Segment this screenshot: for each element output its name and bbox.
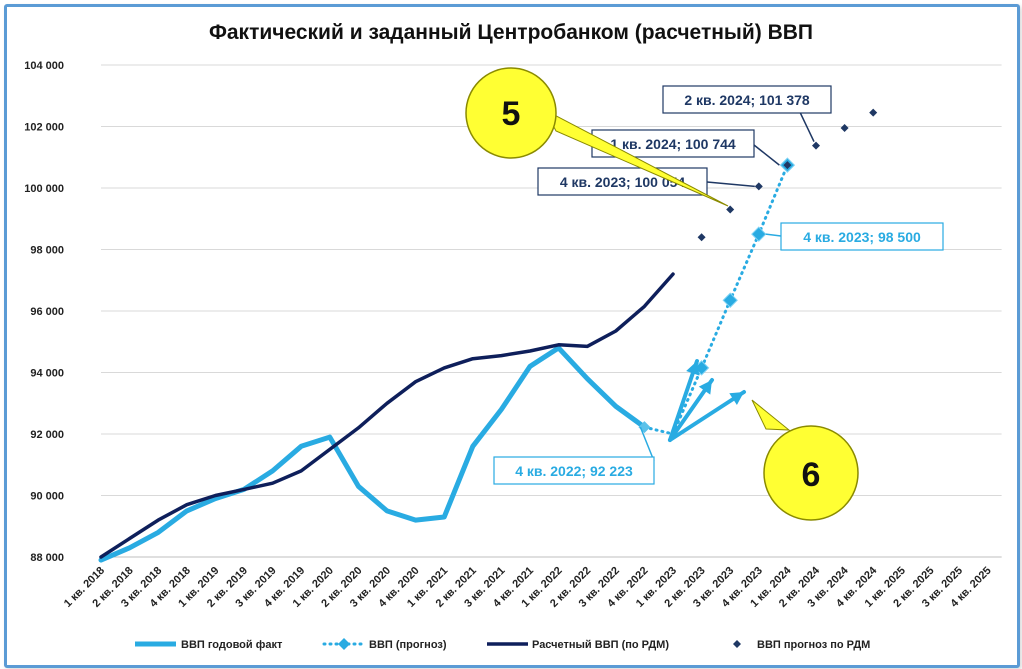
annotation-leader bbox=[753, 144, 780, 166]
annotation-box bbox=[493, 456, 655, 485]
annotation-box bbox=[662, 85, 832, 114]
annotation-leader bbox=[706, 181, 755, 188]
series-line-fact bbox=[98, 345, 647, 563]
annotation-leader bbox=[765, 233, 782, 237]
forecast-point bbox=[751, 226, 767, 242]
callout-circle-5 bbox=[465, 67, 557, 159]
rdm-forecast-point bbox=[840, 124, 849, 133]
arrow-shaft bbox=[668, 359, 699, 442]
legend-marker bbox=[733, 640, 741, 648]
annotation-label: 2 кв. 2024; 101 378 bbox=[684, 92, 810, 108]
rdm-forecast-point bbox=[726, 205, 735, 214]
chart-title: Фактический и заданный Центробанком (рас… bbox=[209, 21, 813, 44]
callout-circle-6 bbox=[763, 425, 859, 521]
annotation-label: 4 кв. 2022; 92 223 bbox=[515, 463, 633, 479]
y-tick-label: 100 000 bbox=[24, 183, 64, 195]
y-tick-label: 102 000 bbox=[24, 122, 64, 134]
annotation-leader bbox=[797, 107, 815, 142]
y-tick-label: 96 000 bbox=[30, 306, 64, 318]
y-tick-label: 104 000 bbox=[24, 60, 64, 72]
legend-label: ВВП прогноз по РДМ bbox=[757, 639, 870, 651]
rdm-forecast-point bbox=[869, 108, 878, 117]
rdm-forecast-point bbox=[812, 141, 820, 150]
legend-label: ВВП годовой факт bbox=[181, 639, 283, 651]
annotation-label: 4 кв. 2023; 98 500 bbox=[803, 229, 921, 245]
annotation-leader bbox=[639, 426, 655, 462]
series-line-rdm bbox=[99, 272, 675, 559]
legend-label: Расчетный ВВП (по РДМ) bbox=[532, 639, 669, 651]
legend-marker bbox=[338, 638, 350, 650]
callout-label-6: 6 bbox=[802, 456, 821, 494]
series-line-forecast bbox=[642, 163, 789, 436]
arrow-shaft bbox=[668, 390, 746, 442]
y-tick-label: 94 000 bbox=[30, 368, 64, 380]
legend-label: ВВП (прогноз) bbox=[369, 639, 447, 651]
y-tick-label: 88 000 bbox=[30, 552, 64, 564]
rdm-forecast-point bbox=[697, 233, 706, 242]
annotation-box bbox=[780, 222, 944, 251]
rdm-forecast-point bbox=[754, 182, 763, 191]
rdm-forecast-point bbox=[783, 161, 792, 170]
annotation-label: 4 кв. 2023; 100 054 bbox=[560, 174, 686, 190]
y-tick-label: 90 000 bbox=[30, 491, 64, 503]
callout-label-5: 5 bbox=[502, 95, 521, 133]
forecast-point bbox=[722, 292, 738, 308]
y-tick-label: 98 000 bbox=[30, 245, 64, 257]
callout-pointer bbox=[751, 399, 791, 431]
y-tick-label: 92 000 bbox=[30, 429, 64, 441]
arrow-head bbox=[729, 392, 744, 405]
arrow-head bbox=[698, 380, 712, 395]
annotation-label: 1 кв. 2024; 100 744 bbox=[610, 136, 736, 152]
arrow-head bbox=[686, 361, 700, 376]
